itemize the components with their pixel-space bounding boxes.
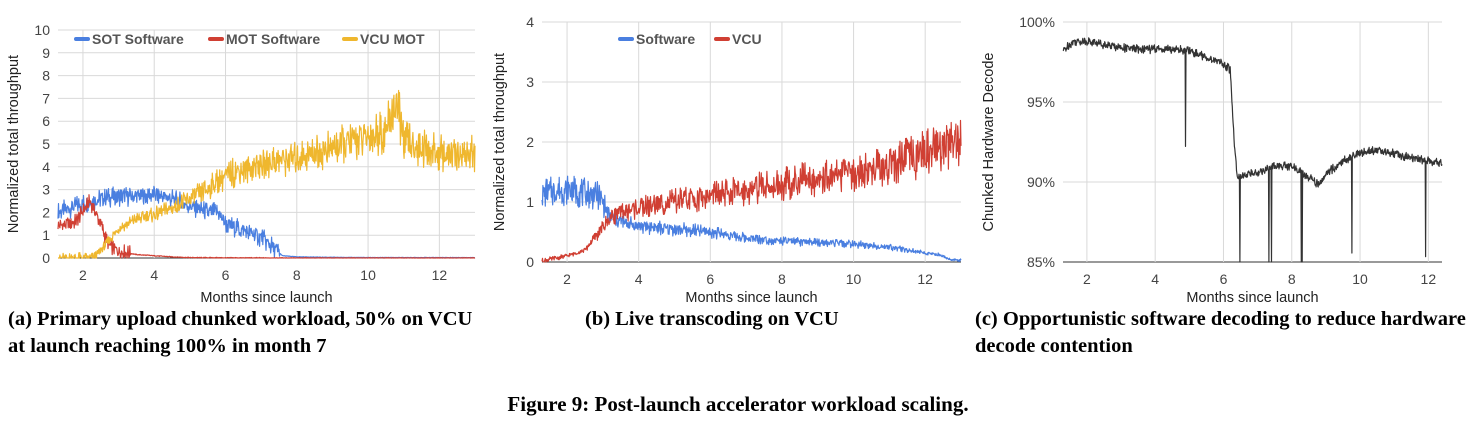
legend-label: MOT Software	[226, 31, 320, 47]
chart-c: 85% 90% 95% 100% 2 4 6 8 10 12 Months since launch…	[981, 14, 1443, 306]
y-tick-label: 5	[42, 136, 50, 152]
figure-caption: Figure 9: Post-launch accelerator worklo…	[507, 392, 969, 416]
series-line-vcu	[541, 119, 962, 263]
x-tick-label: 12	[1421, 271, 1437, 287]
series-line-main	[1062, 37, 1443, 263]
y-tick-label: 4	[42, 159, 50, 175]
x-tick-label: 10	[846, 271, 862, 287]
legend-label: VCU MOT	[360, 31, 425, 47]
panel-b: 0 1 2 3 4 2 4 6 8 10 12 Months since launch Normaliz…	[490, 0, 970, 310]
y-tick-label: 6	[42, 113, 50, 129]
y-tick-label: 3	[526, 74, 534, 90]
x-tick-label: 10	[1352, 271, 1368, 287]
caption-b: (b) Live transcoding on VCU	[585, 308, 839, 330]
y-tick-label: 4	[526, 14, 534, 30]
panel-a: 0 1 2 3 4 5 6 7 8 9 10 2 4 6 8 10 12 Months since launch N…	[0, 0, 490, 310]
series-line-sot-software	[57, 185, 476, 259]
x-axis-title: Months since launch	[685, 290, 817, 306]
y-tick-label: 95%	[1027, 94, 1055, 110]
panel-c: 85% 90% 95% 100% 2 4 6 8 10 12 Months since launch…	[975, 0, 1465, 310]
y-tick-label: 0	[526, 254, 534, 270]
legend-label: Software	[636, 31, 695, 47]
x-tick-label: 6	[1220, 271, 1228, 287]
y-axis-title: Normalized total throughput	[6, 55, 22, 233]
y-tick-label: 7	[42, 90, 50, 106]
y-tick-label: 8	[42, 68, 50, 84]
series-line-vcu-mot	[57, 89, 476, 259]
x-tick-label: 4	[150, 267, 158, 283]
series-line-mot-software	[57, 194, 476, 259]
y-tick-label: 100%	[1019, 14, 1055, 30]
x-axis-title: Months since launch	[1186, 290, 1318, 306]
caption-a: (a) Primary upload chunked workload, 50%…	[8, 308, 473, 357]
y-tick-label: 85%	[1027, 254, 1055, 270]
y-tick-label: 1	[42, 227, 50, 243]
legend-label: VCU	[732, 31, 762, 47]
x-tick-label: 6	[706, 271, 714, 287]
x-tick-label: 12	[432, 267, 448, 283]
x-tick-label: 12	[917, 271, 933, 287]
x-tick-label: 8	[293, 267, 301, 283]
y-axis-title: Normalized total throughput	[492, 53, 508, 231]
x-tick-label: 8	[778, 271, 786, 287]
y-tick-label: 3	[42, 182, 50, 198]
x-axis-title: Months since launch	[200, 290, 332, 306]
x-tick-label: 10	[360, 267, 376, 283]
y-tick-label: 0	[42, 250, 50, 266]
y-tick-label: 2	[526, 134, 534, 150]
y-tick-label: 90%	[1027, 174, 1055, 190]
y-tick-label: 9	[42, 45, 50, 61]
x-tick-label: 2	[79, 267, 87, 283]
x-tick-label: 6	[222, 267, 230, 283]
y-axis-title: Chunked Hardware Decode	[981, 53, 997, 232]
x-tick-label: 2	[563, 271, 571, 287]
x-tick-label: 8	[1288, 271, 1296, 287]
x-tick-label: 2	[1083, 271, 1091, 287]
y-tick-label: 10	[34, 22, 50, 38]
caption-c: (c) Opportunistic software decoding to r…	[975, 308, 1466, 357]
x-tick-label: 4	[635, 271, 643, 287]
y-tick-label: 1	[526, 194, 534, 210]
x-tick-label: 4	[1151, 271, 1159, 287]
legend-label: SOT Software	[92, 31, 184, 47]
y-tick-label: 2	[42, 204, 50, 220]
